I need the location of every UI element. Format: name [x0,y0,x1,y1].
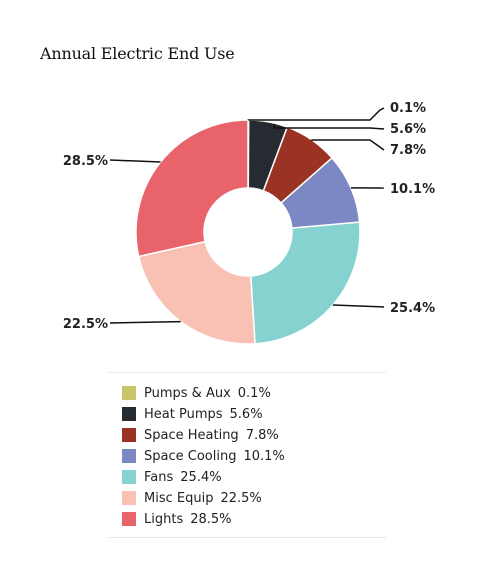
legend-label: Space Cooling [144,448,237,464]
legend-label: Misc Equip [144,490,214,506]
data-label-pumps-aux: 0.1% [390,101,426,116]
legend-item-heat-pumps: Heat Pumps 5.6% [122,405,263,423]
legend-item-space-cooling: Space Cooling 10.1% [122,447,285,465]
data-label-misc-equip: 22.5% [63,317,108,332]
legend-value: 5.6% [229,406,263,422]
slice-fans [249,221,361,345]
legend-label: Space Heating [144,427,239,443]
legend-item-space-heating: Space Heating 7.8% [122,426,279,444]
slice-misc-equip [137,240,256,345]
legend-value: 10.1% [243,448,285,464]
leader-line-pumps-aux [247,107,385,121]
legend-value: 28.5% [190,511,232,527]
data-label-space-heating: 7.8% [390,143,426,158]
legend-item-lights: Lights 28.5% [122,510,232,528]
legend-swatch [122,386,136,400]
leader-line-misc-equip [109,320,181,324]
legend-swatch [122,512,136,526]
legend-value: 22.5% [220,490,262,506]
legend-swatch [122,407,136,421]
donut-chart: 0.1% 5.6% 7.8% 10.1% 25.4% 22.5% 28.5% [63,101,435,345]
legend-swatch [122,449,136,463]
data-label-space-cooling: 10.1% [390,182,435,197]
legend-label: Heat Pumps [144,406,223,422]
data-label-heat-pumps: 5.6% [390,122,426,137]
leader-line-lights [109,159,161,163]
legend-label: Fans [144,469,174,485]
legend-item-fans: Fans 25.4% [122,468,222,486]
chart-title: Annual Electric End Use [40,44,235,63]
legend-swatch [122,428,136,442]
legend-value: 7.8% [245,427,279,443]
legend-label: Lights [144,511,184,527]
data-label-fans: 25.4% [390,301,435,316]
legend-label: Pumps & Aux [144,385,231,401]
legend-value: 0.1% [237,385,271,401]
slice-lights [135,119,249,258]
leader-line-fans [332,304,385,308]
legend-swatch [122,491,136,505]
data-label-lights: 28.5% [63,154,108,169]
leader-line-space-heating [310,139,385,151]
legend-item-pumps-aux: Pumps & Aux 0.1% [122,384,271,402]
legend-item-misc-equip: Misc Equip 22.5% [122,489,262,507]
legend-value: 25.4% [180,469,222,485]
legend-swatch [122,470,136,484]
chart-legend: Pumps & Aux 0.1% Heat Pumps 5.6% Space Heati… [108,372,386,538]
leader-line-heat-pumps [273,123,385,130]
